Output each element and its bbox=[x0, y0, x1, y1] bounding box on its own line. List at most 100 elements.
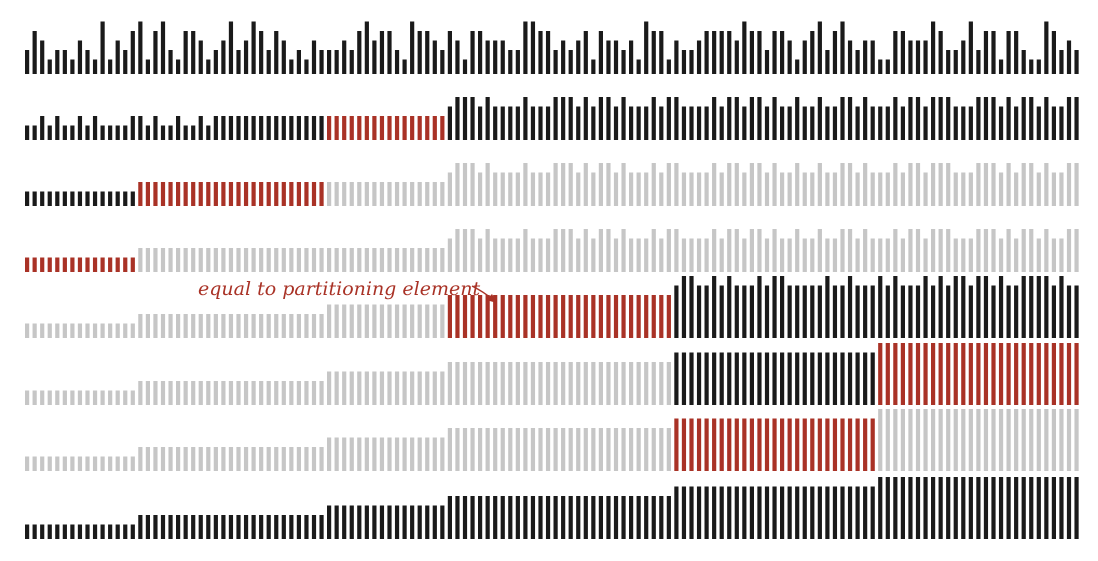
bar-r4-i86 bbox=[674, 285, 679, 338]
bar-r2-i69 bbox=[545, 172, 551, 206]
bar-r4-i59 bbox=[470, 295, 475, 338]
bar-r3-i136 bbox=[1051, 238, 1056, 272]
bar-r5-i40 bbox=[327, 371, 332, 405]
bar-r1-i91 bbox=[712, 97, 717, 140]
bar-r2-i102 bbox=[795, 163, 800, 206]
bar-r1-i50 bbox=[402, 116, 407, 140]
bar-r6-i87 bbox=[681, 418, 687, 471]
bar-r5-i69 bbox=[545, 362, 551, 405]
bar-r2-i45 bbox=[364, 182, 369, 206]
bar-r6-i53 bbox=[425, 437, 430, 471]
bar-r3-i21 bbox=[183, 248, 188, 272]
bar-r0-i48 bbox=[387, 31, 392, 74]
bar-r3-i120 bbox=[931, 229, 936, 272]
bar-r4-i99 bbox=[772, 276, 777, 338]
bar-r6-i54 bbox=[432, 437, 437, 471]
bar-r5-i137 bbox=[1059, 343, 1064, 405]
bar-r2-i15 bbox=[138, 182, 143, 206]
bar-r4-i131 bbox=[1014, 285, 1019, 338]
bar-r4-i119 bbox=[923, 276, 928, 338]
bar-r6-i98 bbox=[764, 418, 770, 471]
bar-r6-i74 bbox=[583, 428, 588, 471]
bar-r4-i56 bbox=[447, 295, 452, 338]
bar-r6-i28 bbox=[236, 447, 241, 471]
bar-r5-i76 bbox=[598, 362, 603, 405]
bar-r7-i105 bbox=[817, 486, 822, 539]
bar-r6-i69 bbox=[545, 428, 551, 471]
bar-r3-i129 bbox=[998, 238, 1004, 272]
bar-r2-i110 bbox=[855, 172, 860, 206]
bar-r1-i5 bbox=[62, 125, 67, 140]
bar-r3-i96 bbox=[749, 229, 754, 272]
bar-r4-i18 bbox=[160, 314, 166, 338]
bar-r0-i85 bbox=[666, 59, 671, 74]
bar-r1-i98 bbox=[764, 106, 770, 140]
bar-r5-i111 bbox=[863, 352, 868, 405]
bar-r0-i47 bbox=[379, 31, 385, 74]
bar-r5-i129 bbox=[998, 343, 1004, 405]
bar-r3-i67 bbox=[530, 238, 536, 272]
bar-r6-i79 bbox=[621, 428, 626, 471]
bar-r0-i45 bbox=[364, 21, 369, 74]
bar-r2-i56 bbox=[447, 172, 452, 206]
annotation-label: equal to partitioning element bbox=[198, 278, 480, 300]
bar-r3-i105 bbox=[817, 229, 822, 272]
bar-r4-i54 bbox=[432, 304, 437, 338]
bar-r1-i75 bbox=[591, 106, 596, 140]
bar-r6-i115 bbox=[893, 409, 898, 471]
bar-r6-i133 bbox=[1029, 409, 1034, 471]
bar-r5-i126 bbox=[976, 343, 981, 405]
bar-r2-i129 bbox=[998, 172, 1004, 206]
bar-r7-i103 bbox=[802, 486, 807, 539]
bar-r1-i33 bbox=[274, 116, 279, 140]
bar-r0-i51 bbox=[410, 21, 415, 74]
bar-r0-i59 bbox=[470, 31, 475, 74]
bar-r3-i124 bbox=[961, 238, 966, 272]
bar-r5-i35 bbox=[289, 381, 294, 405]
bar-r1-i131 bbox=[1014, 106, 1019, 140]
bar-r0-i21 bbox=[183, 31, 188, 74]
bar-r7-i133 bbox=[1029, 477, 1034, 539]
bar-r3-i68 bbox=[538, 238, 543, 272]
bar-r0-i69 bbox=[545, 31, 551, 74]
bar-r6-i122 bbox=[946, 409, 951, 471]
bar-r2-i119 bbox=[923, 172, 928, 206]
bar-r6-i17 bbox=[153, 447, 158, 471]
bar-r6-i114 bbox=[885, 409, 890, 471]
bar-r6-i137 bbox=[1059, 409, 1064, 471]
bar-r6-i72 bbox=[568, 428, 573, 471]
bar-r1-i112 bbox=[870, 106, 875, 140]
bar-r0-i70 bbox=[553, 50, 558, 74]
bar-r4-i25 bbox=[213, 314, 218, 338]
bar-r5-i77 bbox=[606, 362, 611, 405]
bar-r0-i5 bbox=[62, 50, 67, 74]
bar-r0-i28 bbox=[236, 50, 241, 74]
bar-r5-i3 bbox=[47, 390, 52, 405]
bar-r5-i93 bbox=[727, 352, 732, 405]
bar-r5-i64 bbox=[508, 362, 513, 405]
bar-r3-i85 bbox=[666, 229, 671, 272]
bar-r6-i57 bbox=[455, 428, 460, 471]
bar-r4-i101 bbox=[787, 285, 792, 338]
bar-r0-i54 bbox=[432, 40, 437, 74]
bar-r5-i107 bbox=[832, 352, 838, 405]
bar-r6-i68 bbox=[538, 428, 543, 471]
bar-r4-i110 bbox=[855, 285, 860, 338]
trace-row-0 bbox=[25, 21, 1079, 74]
bar-r0-i83 bbox=[651, 31, 656, 74]
bar-r4-i13 bbox=[123, 323, 128, 338]
bar-r6-i55 bbox=[440, 437, 445, 471]
bar-r3-i90 bbox=[704, 238, 709, 272]
bar-r6-i95 bbox=[742, 418, 747, 471]
bar-r0-i19 bbox=[168, 50, 173, 74]
bar-r4-i64 bbox=[508, 295, 513, 338]
bar-r0-i52 bbox=[417, 31, 422, 74]
bar-r7-i108 bbox=[840, 486, 845, 539]
bar-r3-i54 bbox=[432, 248, 437, 272]
bar-r6-i105 bbox=[817, 418, 822, 471]
bar-r0-i29 bbox=[243, 40, 249, 74]
bar-r1-i110 bbox=[855, 106, 860, 140]
bar-r2-i93 bbox=[727, 163, 732, 206]
bar-r6-i5 bbox=[62, 456, 67, 471]
bar-r2-i31 bbox=[259, 182, 264, 206]
